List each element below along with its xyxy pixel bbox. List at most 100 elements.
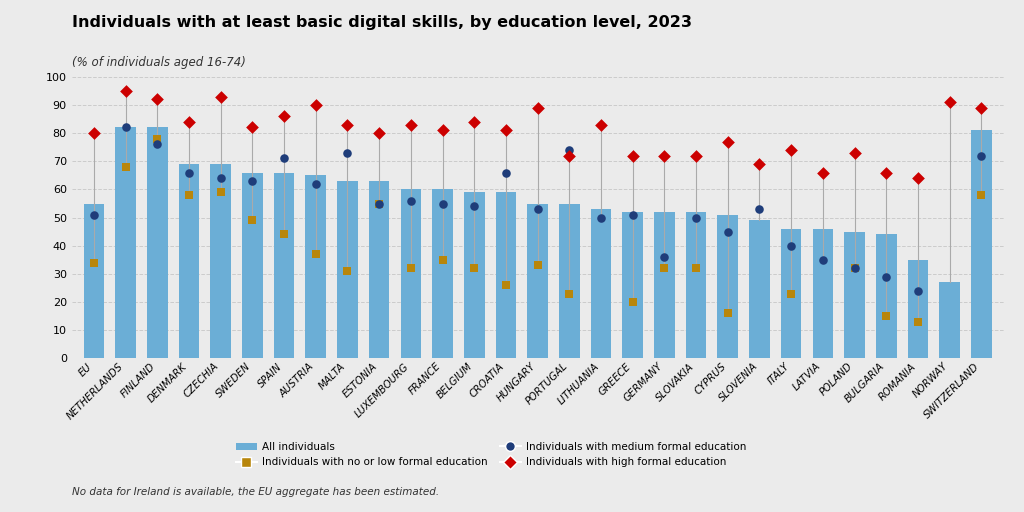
Point xyxy=(688,214,705,222)
Point xyxy=(150,135,166,143)
Bar xyxy=(781,229,802,358)
Point xyxy=(625,152,641,160)
Bar xyxy=(400,189,421,358)
Point xyxy=(244,177,260,185)
Point xyxy=(244,123,260,132)
Point xyxy=(815,168,831,177)
Point xyxy=(339,267,355,275)
Bar xyxy=(971,130,991,358)
Point xyxy=(973,191,989,199)
Point xyxy=(752,160,768,168)
Point xyxy=(656,152,673,160)
Point xyxy=(529,205,546,214)
Text: No data for Ireland is available, the EU aggregate has been estimated.: No data for Ireland is available, the EU… xyxy=(72,486,439,497)
Point xyxy=(688,264,705,272)
Point xyxy=(339,121,355,129)
Bar xyxy=(591,209,611,358)
Point xyxy=(878,168,894,177)
Point xyxy=(593,121,609,129)
Point xyxy=(720,137,736,145)
Text: Individuals with at least basic digital skills, by education level, 2023: Individuals with at least basic digital … xyxy=(72,15,691,30)
Point xyxy=(86,129,102,137)
Bar xyxy=(432,189,453,358)
Bar xyxy=(210,164,231,358)
Point xyxy=(529,262,546,270)
Point xyxy=(561,290,578,298)
Bar xyxy=(907,260,928,358)
Bar xyxy=(178,164,200,358)
Point xyxy=(688,152,705,160)
Point xyxy=(86,211,102,219)
Bar xyxy=(527,203,548,358)
Point xyxy=(181,191,198,199)
Bar xyxy=(147,127,168,358)
Point xyxy=(498,168,514,177)
Bar xyxy=(305,175,326,358)
Point xyxy=(720,227,736,236)
Bar xyxy=(242,173,262,358)
Bar xyxy=(654,212,675,358)
Point xyxy=(371,199,387,208)
Text: (% of individuals aged 16-74): (% of individuals aged 16-74) xyxy=(72,56,246,69)
Bar xyxy=(369,181,389,358)
Legend: All individuals, Individuals with no or low formal education, Individuals with m: All individuals, Individuals with no or … xyxy=(231,438,751,472)
Point xyxy=(878,273,894,281)
Bar xyxy=(750,221,770,358)
Point xyxy=(118,123,134,132)
Point xyxy=(656,264,673,272)
Bar xyxy=(496,193,516,358)
Point xyxy=(275,230,292,239)
Point xyxy=(118,87,134,95)
Point xyxy=(909,317,926,326)
Point xyxy=(498,126,514,134)
Point xyxy=(783,290,800,298)
Point xyxy=(434,199,451,208)
Point xyxy=(625,211,641,219)
Point xyxy=(150,140,166,148)
Point xyxy=(466,118,482,126)
Point xyxy=(181,168,198,177)
Point xyxy=(561,146,578,154)
Point xyxy=(402,121,419,129)
Point xyxy=(466,264,482,272)
Point xyxy=(847,148,863,157)
Point xyxy=(434,126,451,134)
Point xyxy=(973,103,989,112)
Point xyxy=(783,242,800,250)
Bar xyxy=(813,229,834,358)
Bar xyxy=(559,203,580,358)
Point xyxy=(371,199,387,208)
Point xyxy=(371,129,387,137)
Point xyxy=(402,197,419,205)
Point xyxy=(625,298,641,306)
Point xyxy=(150,95,166,103)
Point xyxy=(783,146,800,154)
Bar xyxy=(876,234,897,358)
Point xyxy=(86,259,102,267)
Point xyxy=(529,103,546,112)
Point xyxy=(212,92,228,100)
Point xyxy=(402,264,419,272)
Bar xyxy=(939,283,959,358)
Point xyxy=(434,256,451,264)
Point xyxy=(181,118,198,126)
Point xyxy=(466,202,482,210)
Point xyxy=(275,155,292,163)
Bar xyxy=(464,193,484,358)
Point xyxy=(656,253,673,261)
Point xyxy=(815,256,831,264)
Point xyxy=(307,180,324,188)
Point xyxy=(244,217,260,225)
Point xyxy=(752,205,768,214)
Point xyxy=(909,174,926,182)
Point xyxy=(720,309,736,317)
Point xyxy=(212,174,228,182)
Bar xyxy=(273,173,294,358)
Point xyxy=(307,101,324,109)
Point xyxy=(941,98,957,106)
Point xyxy=(339,148,355,157)
Point xyxy=(498,281,514,289)
Bar xyxy=(623,212,643,358)
Point xyxy=(307,250,324,259)
Bar xyxy=(84,203,104,358)
